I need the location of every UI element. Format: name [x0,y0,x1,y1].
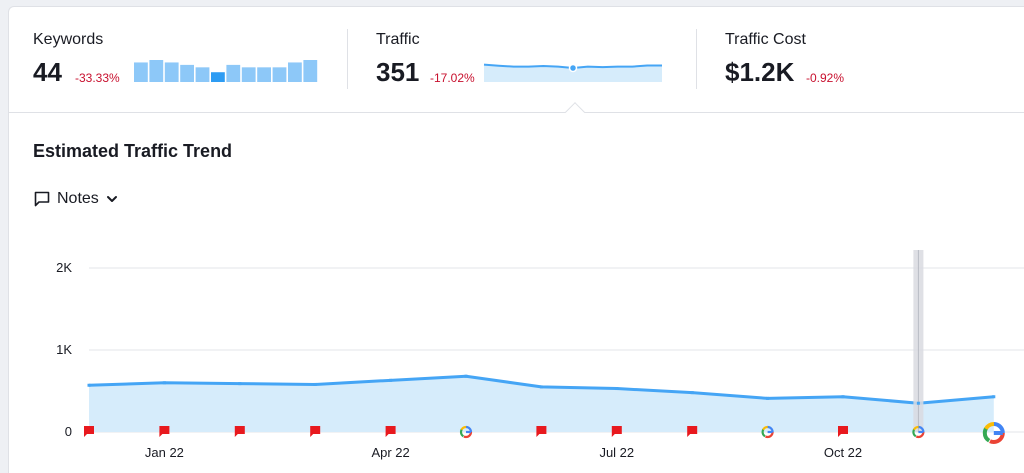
metric-delta: -0.92% [806,71,845,85]
divider [347,29,348,89]
section-title: Estimated Traffic Trend [33,141,233,161]
metric-keywords[interactable]: Keywords 44 -33.33% [9,7,347,113]
metric-delta: -17.02% [430,71,475,85]
comment-icon [34,191,50,207]
metric-value: $1.2K [725,57,795,87]
metric-traffic-cost[interactable]: Traffic Cost $1.2K -0.92% [697,7,1024,113]
metric-label: Traffic [376,31,420,48]
metric-delta: -33.33% [75,71,120,85]
metric-traffic[interactable]: Traffic 351 -17.02% [348,7,696,113]
notes-dropdown[interactable]: Notes [33,187,119,211]
metric-value: 44 [33,57,62,87]
divider [696,29,697,89]
metric-label: Traffic Cost [725,31,806,48]
chevron-down-icon [106,196,117,202]
metrics-bar: Keywords 44 -33.33% Traffic 351 -17.02% … [9,7,1024,113]
notes-label: Notes [57,190,99,207]
metric-label: Keywords [33,31,104,48]
traffic-overview-panel: Keywords 44 -33.33% Traffic 351 -17.02% … [8,6,1024,473]
metric-value: 351 [376,57,420,87]
